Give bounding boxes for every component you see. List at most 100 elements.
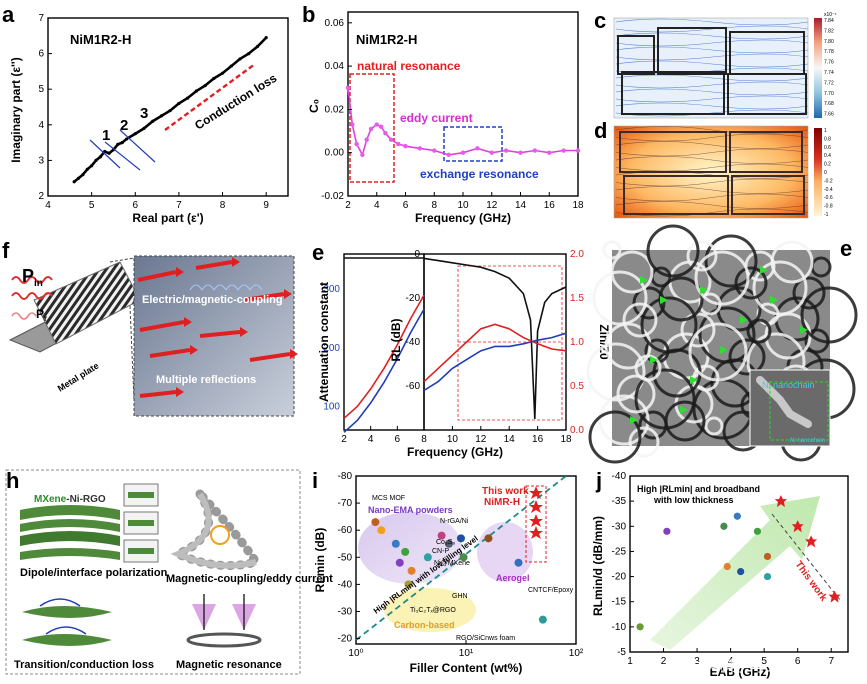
- panel-b-point: [518, 150, 523, 155]
- panel-f-xtick-label: 4: [368, 434, 374, 445]
- literature-point: [459, 553, 468, 562]
- panel-a-frame: [47, 17, 289, 197]
- panel-j-xtick-label: 3: [694, 656, 700, 667]
- panel-b-xtick-label: 12: [486, 200, 498, 211]
- reflection-arrow-head: [184, 317, 192, 327]
- panel-a-point: [151, 119, 155, 123]
- panel-i-ytick-label: -80: [338, 471, 353, 482]
- panel-b-point: [489, 150, 494, 155]
- panel-b-point: [350, 122, 355, 127]
- nanochain-label-top: Ni nanochain: [762, 380, 815, 390]
- panel-b-xtick-label: 6: [403, 200, 409, 211]
- panel-label-e: e: [840, 236, 852, 261]
- sample-label-i: NiMR-H: [484, 497, 520, 508]
- literature-point: [404, 580, 413, 589]
- watermark: 材料科学与工程: [667, 657, 795, 675]
- panel-b-xtick-label: 4: [374, 200, 380, 211]
- panel-j-ytick-label: -40: [612, 471, 627, 482]
- chain-block-d1: [619, 131, 727, 173]
- panel-f-ytick-right: 2.0: [570, 249, 584, 260]
- material-label: MXene-Ni-RGO: [34, 494, 106, 505]
- panel-a-ytick-label: 7: [38, 13, 44, 24]
- panel-j-frame: [629, 475, 849, 653]
- chain-block-d4: [731, 175, 805, 215]
- panel-b-point: [378, 124, 384, 129]
- panel-f-ytick-mid: -60: [406, 381, 421, 392]
- p-r-label: Pr: [36, 307, 47, 323]
- panel-i-ytick-label: -70: [338, 498, 353, 509]
- literature-point-j: [737, 567, 745, 576]
- mxene-layers: [20, 505, 120, 560]
- panel-b-point: [446, 152, 451, 158]
- colorbar-c-exp: x10⁻¹: [824, 12, 837, 18]
- literature-point: [401, 547, 410, 556]
- panel-f-ylabel-left: Attenuation constant: [317, 282, 331, 402]
- panel-a-xtick-label: 7: [176, 200, 182, 211]
- field-line-c: [615, 74, 809, 82]
- exchange-resonance-box: [443, 126, 503, 162]
- flux-arrow: [770, 296, 778, 304]
- exchange-resonance-label: exchange resonance: [420, 167, 539, 181]
- colorbar-c-label: 7.72: [824, 80, 834, 86]
- panel-f-xtick-label: 12: [475, 434, 487, 445]
- field-line-d: [615, 156, 809, 164]
- panel-f-ytick-right: 0.5: [570, 381, 584, 392]
- panel-b-point: [532, 148, 538, 153]
- panel-a-point: [186, 96, 190, 100]
- panel-f-right-frame: [423, 253, 567, 431]
- panel-f-ytick-left: 300: [323, 284, 340, 295]
- flux-arrow: [700, 286, 708, 294]
- colorbar-d-label: 1: [824, 128, 827, 134]
- panel-b-point: [354, 141, 359, 147]
- panel-a-point: [177, 101, 181, 106]
- panel-j-note2: with low thickness: [653, 495, 734, 505]
- field-line-c: [615, 46, 809, 54]
- chain-block-d3: [623, 175, 729, 215]
- reflected-wave: [11, 312, 37, 320]
- colorbar-d-label: -0.6: [824, 195, 833, 201]
- coupling-loop: [213, 284, 227, 291]
- panel-b-point: [547, 150, 552, 155]
- panel-f-xtick-label: 6: [395, 434, 401, 445]
- this-work-star: [529, 486, 543, 499]
- inset-highlight: [769, 381, 829, 441]
- coupling-loop: [225, 284, 239, 291]
- panel-f-xtick-label: 14: [504, 434, 516, 445]
- panel-b-point: [503, 148, 509, 153]
- panel-i-ytick-label: -30: [338, 606, 353, 617]
- colorbar-d: [814, 128, 822, 216]
- cnp-label: CN-P: [432, 548, 449, 555]
- conduction-sheet-1: [22, 606, 112, 618]
- flux-arrow: [740, 316, 748, 324]
- colorbar-d-label: 0.4: [824, 153, 831, 159]
- literature-point: [514, 558, 523, 567]
- panel-label-i: i: [312, 468, 318, 493]
- holography-fringes: [586, 224, 858, 464]
- fringe-ring: [792, 276, 826, 310]
- panel-b-point: [432, 148, 437, 153]
- reflections-label: Multiple reflections: [156, 374, 256, 386]
- panel-j-note1: High |RLmin| and broadband: [637, 484, 760, 494]
- panel-j-ytick-label: -30: [612, 521, 627, 532]
- panel-a-sample: NiM1R2-H: [70, 32, 131, 47]
- literature-point: [456, 534, 465, 543]
- panel-i-points: [371, 486, 547, 624]
- fringe-ring: [770, 240, 814, 284]
- watermark-text: 材料科学与工程: [690, 657, 795, 675]
- panel-a-point: [168, 108, 172, 113]
- panel-a-point: [133, 132, 137, 136]
- reflection-arrow: [149, 348, 191, 358]
- panel-i-xtick-label: 10²: [569, 648, 584, 659]
- panel-f-xtick-label: 18: [560, 434, 572, 445]
- fringe-ring: [664, 400, 706, 442]
- panel-label-h: h: [6, 468, 19, 493]
- field-line-d: [615, 186, 809, 194]
- panel-f-ticks: 2 4 6 8 10 12 14 16 18 100 200 300 -60 -40 -20 0 0.0 0.5 1…: [323, 249, 584, 445]
- panel-b-point: [561, 148, 566, 153]
- dipole-label: Dipole/interface polarization: [20, 567, 168, 579]
- panel-label-a: a: [2, 2, 15, 27]
- panel-a-point: [159, 114, 164, 118]
- panel-h-frame: [5, 469, 301, 675]
- panel-b-ytick-label: 0.02: [325, 104, 345, 115]
